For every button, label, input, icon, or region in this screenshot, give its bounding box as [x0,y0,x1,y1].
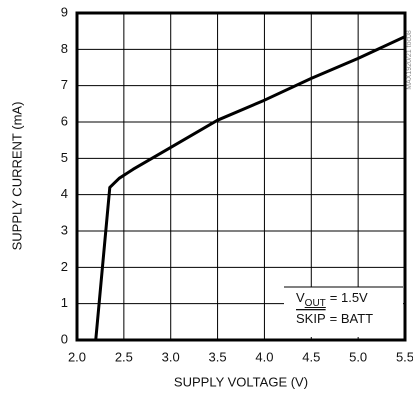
side-note: MAX1920/21 toc08 [406,30,413,90]
annotation-value: = 1.5V [330,290,368,305]
y-tick-label: 5 [61,150,68,165]
x-tick-label: 2.0 [68,349,86,364]
plot-frame [75,11,407,342]
annotation: VOUT = 1.5V [296,290,368,308]
y-tick-label: 0 [61,331,68,346]
x-tick-label: 5.0 [349,349,367,364]
y-tick-label: 6 [61,113,68,128]
x-axis-label: SUPPLY VOLTAGE (V) [174,374,308,389]
annotation-v: V [296,290,305,305]
x-tick-label: 3.5 [209,349,227,364]
annotation-value: = BATT [330,311,374,326]
y-tick-label: 1 [61,295,68,310]
y-tick-label: 9 [61,4,68,19]
y-tick-label: 3 [61,222,68,237]
annotation-background [284,287,403,337]
x-tick-label: 4.5 [302,349,320,364]
x-tick-label: 5.5 [396,349,413,364]
annotation: SKIP = BATT [296,311,373,326]
data-line [94,35,406,341]
x-tick-label: 3.0 [162,349,180,364]
annotation-sub: OUT [305,298,326,309]
y-tick-label: 4 [61,186,68,201]
y-tick-label: 7 [61,77,68,92]
x-tick-label: 4.0 [255,349,273,364]
y-tick-label: 2 [61,259,68,274]
y-tick-label: 8 [61,41,68,56]
x-tick-label: 2.5 [115,349,133,364]
y-axis-label: SUPPLY CURRENT (mA) [9,102,24,251]
annotation-skip: SKIP [296,311,326,326]
